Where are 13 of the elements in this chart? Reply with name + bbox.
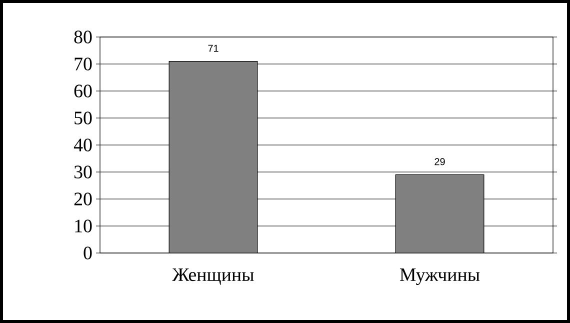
y-tick-label: 0 xyxy=(84,246,92,260)
y-tick-label: 50 xyxy=(74,112,92,124)
y-tick-label: 70 xyxy=(74,58,92,70)
x-tick-label: Мужчины xyxy=(400,268,480,285)
x-tick-label: Женщины xyxy=(172,268,254,285)
data-label: 71 xyxy=(208,44,218,52)
y-tick-label: 80 xyxy=(74,30,92,44)
data-label: 29 xyxy=(434,158,445,166)
y-tick-label: 30 xyxy=(74,166,92,178)
y-tick-label: 40 xyxy=(74,138,92,152)
y-tick-label: 60 xyxy=(74,84,92,98)
y-tick-label: 10 xyxy=(75,220,92,232)
y-tick-label: 20 xyxy=(74,192,92,206)
